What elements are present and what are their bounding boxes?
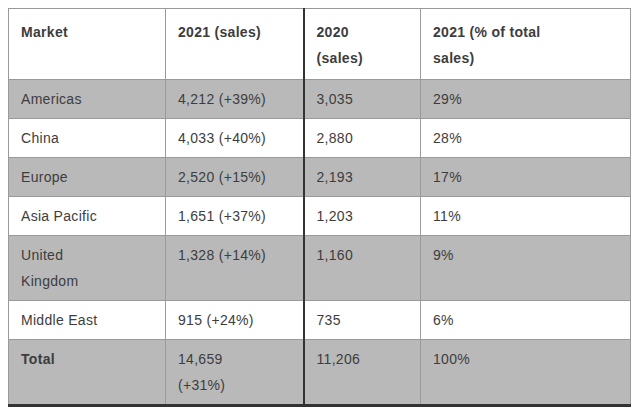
table-row-middle-east: Middle East 915 (+24%) 735 6%: [9, 301, 631, 340]
sales-2020-cell: 2,193: [304, 158, 421, 197]
market-cell: Americas: [9, 80, 166, 119]
sales-2020-cell: 3,035: [304, 80, 421, 119]
total-pct-cell: 100%: [421, 340, 631, 406]
sales-2021-cell: 915 (+24%): [166, 301, 304, 340]
header-row: Market 2021 (sales) 2020 (sales) 2021 (%…: [9, 9, 631, 80]
market-cell: Asia Pacific: [9, 197, 166, 236]
pct-total-cell: 28%: [421, 119, 631, 158]
table-row-asia-pacific: Asia Pacific 1,651 (+37%) 1,203 11%: [9, 197, 631, 236]
market-cell: China: [9, 119, 166, 158]
pct-total-cell: 29%: [421, 80, 631, 119]
pct-total-cell: 17%: [421, 158, 631, 197]
total-sales-2021-cell: 14,659 (+31%): [166, 340, 304, 406]
sales-2020-cell: 2,880: [304, 119, 421, 158]
pct-total-cell: 6%: [421, 301, 631, 340]
sales-2020-cell: 735: [304, 301, 421, 340]
sales-2020-cell: 1,203: [304, 197, 421, 236]
header-market: Market: [9, 9, 166, 80]
sales-2021-cell: 1,328 (+14%): [166, 236, 304, 301]
header-2021-sales: 2021 (sales): [166, 9, 304, 80]
pct-total-cell: 11%: [421, 197, 631, 236]
table-row-europe: Europe 2,520 (+15%) 2,193 17%: [9, 158, 631, 197]
table-row-americas: Americas 4,212 (+39%) 3,035 29%: [9, 80, 631, 119]
sales-2020-cell: 1,160: [304, 236, 421, 301]
table-row-united-kingdom: United Kingdom 1,328 (+14%) 1,160 9%: [9, 236, 631, 301]
total-label-cell: Total: [9, 340, 166, 406]
header-2021-pct-total: 2021 (% of total sales): [421, 9, 631, 80]
sales-2021-cell: 1,651 (+37%): [166, 197, 304, 236]
sales-table-container: Market 2021 (sales) 2020 (sales) 2021 (%…: [8, 8, 631, 407]
market-sales-table: Market 2021 (sales) 2020 (sales) 2021 (%…: [8, 8, 631, 407]
pct-total-cell: 9%: [421, 236, 631, 301]
market-cell: Europe: [9, 158, 166, 197]
sales-2021-cell: 2,520 (+15%): [166, 158, 304, 197]
table-row-total: Total 14,659 (+31%) 11,206 100%: [9, 340, 631, 406]
market-cell: Middle East: [9, 301, 166, 340]
header-2020-sales: 2020 (sales): [304, 9, 421, 80]
market-cell: United Kingdom: [9, 236, 166, 301]
table-row-china: China 4,033 (+40%) 2,880 28%: [9, 119, 631, 158]
sales-2021-cell: 4,212 (+39%): [166, 80, 304, 119]
sales-2021-cell: 4,033 (+40%): [166, 119, 304, 158]
total-sales-2020-cell: 11,206: [304, 340, 421, 406]
